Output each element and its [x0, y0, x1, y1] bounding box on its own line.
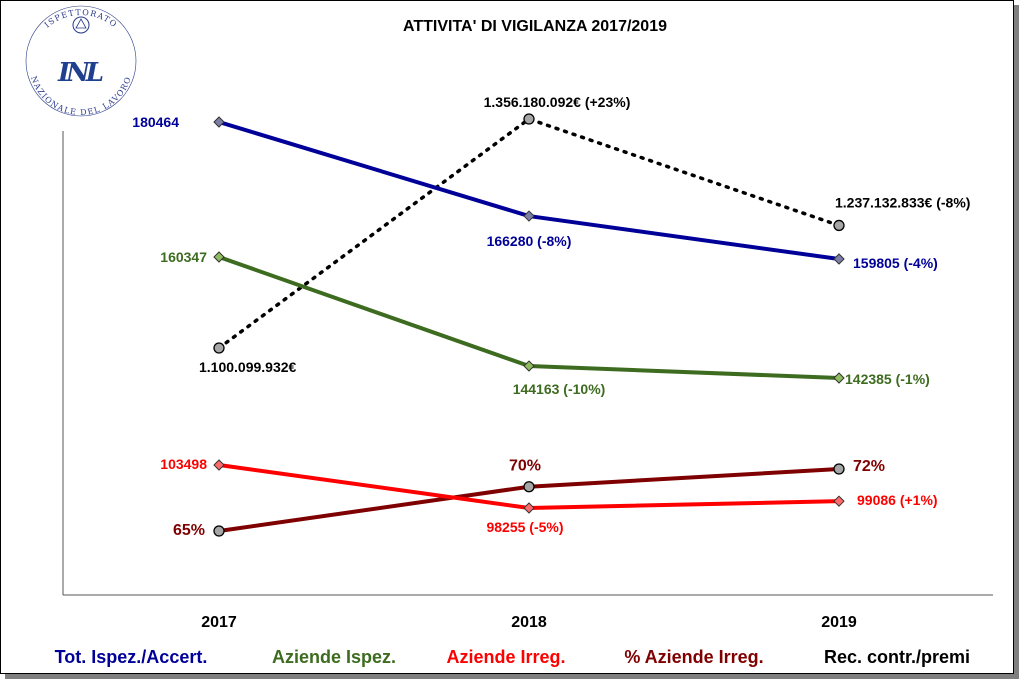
- seal-star-icon: [75, 18, 87, 29]
- seal-outer-ring: [25, 5, 137, 117]
- seal-emblem-icon: [72, 16, 90, 34]
- data-label-2-1: 98255 (-5%): [486, 519, 563, 535]
- series-line-1: [217, 255, 841, 380]
- data-label-4-2: 1.237.132.833€ (-8%): [835, 194, 970, 210]
- data-label-0-0: 180464: [132, 114, 179, 130]
- data-label-4-1: 1.356.180.092€ (+23%): [484, 94, 631, 110]
- point-3-0: [213, 525, 225, 537]
- point-0-1: [523, 210, 535, 222]
- series-1: [213, 251, 845, 384]
- point-1-0: [213, 251, 225, 263]
- data-label-1-2: 142385 (-1%): [845, 371, 930, 387]
- legend-entry-2: Aziende Irreg.: [446, 647, 565, 667]
- point-3-2: [833, 463, 845, 475]
- point-0-2: [833, 253, 845, 265]
- x-tick-label-2018: 2018: [511, 614, 547, 631]
- chart-title: ATTIVITA' DI VIGILANZA 2017/2019: [403, 18, 667, 35]
- point-2-1: [523, 502, 535, 514]
- series-4: [213, 113, 845, 354]
- data-label-2-0: 103498: [160, 456, 207, 472]
- point-2-2: [833, 495, 845, 507]
- data-label-4-0: 1.100.099.932€: [199, 359, 297, 375]
- legend-entry-1: Aziende Ispez.: [272, 647, 396, 667]
- data-label-3-0: 65%: [173, 522, 205, 539]
- point-1-2: [833, 372, 845, 384]
- data-label-1-1: 144163 (-10%): [513, 381, 606, 397]
- data-label-0-1: 166280 (-8%): [487, 233, 572, 249]
- data-label-0-2: 159805 (-4%): [853, 255, 938, 271]
- point-4-1: [523, 113, 535, 125]
- data-label-3-1: 70%: [509, 458, 541, 475]
- seal-monogram: INL: [57, 58, 104, 88]
- point-4-2: [833, 219, 845, 232]
- data-label-1-0: 160347: [160, 249, 207, 265]
- point-4-0: [213, 342, 225, 354]
- series-2: [213, 459, 845, 514]
- legend-entry-0: Tot. Ispez./Accert.: [55, 647, 208, 667]
- legend-entry-3: % Aziende Irreg.: [624, 647, 763, 667]
- legend-entry-4: Rec. contr./premi: [824, 647, 970, 667]
- data-label-2-2: 99086 (+1%): [857, 492, 938, 508]
- x-tick-label-2019: 2019: [821, 614, 857, 631]
- point-1-1: [523, 360, 535, 372]
- x-tick-label-2017: 2017: [201, 614, 237, 631]
- data-label-3-2: 72%: [853, 458, 885, 475]
- point-2-0: [213, 459, 225, 471]
- series-3: [213, 463, 845, 537]
- point-3-1: [523, 481, 535, 493]
- series-0: [213, 116, 845, 265]
- point-0-0: [213, 116, 225, 128]
